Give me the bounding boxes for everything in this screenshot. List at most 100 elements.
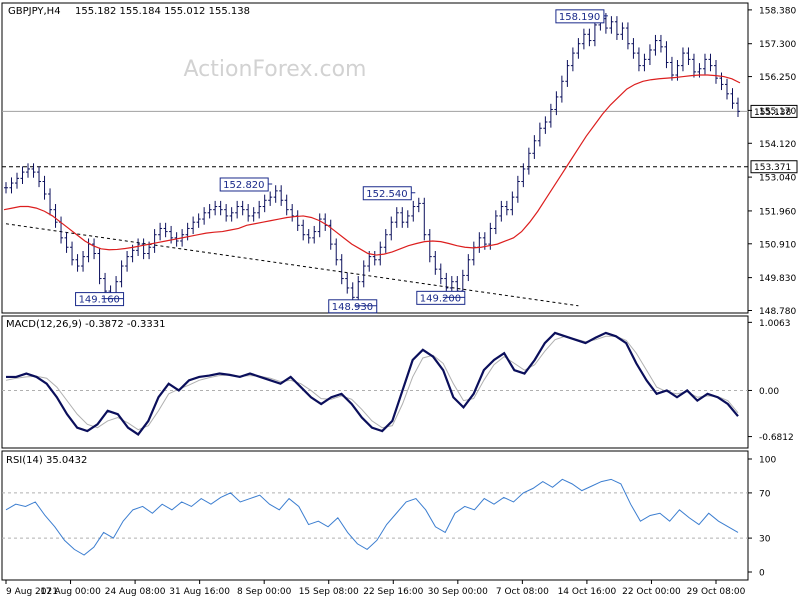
- price-bar: [433, 251, 438, 275]
- price-bar: [449, 276, 454, 294]
- price-bar: [328, 219, 333, 250]
- price-bar: [284, 194, 289, 216]
- price-ytick-label: 149.830: [759, 274, 796, 284]
- price-bar: [268, 191, 273, 206]
- price-bar: [301, 219, 306, 241]
- price-bar: [724, 78, 729, 100]
- price-bar: [224, 204, 229, 222]
- price-pane: [1, 2, 749, 314]
- x-tick-label: 15 Sep 08:00: [299, 587, 359, 597]
- last-price-text: 155.138: [754, 108, 791, 118]
- price-ytick-label: 158.380: [759, 6, 796, 16]
- price-bar: [647, 44, 652, 65]
- price-bar: [515, 175, 520, 203]
- x-tick-label: 29 Oct 08:00: [687, 587, 746, 597]
- price-bar: [636, 47, 641, 72]
- price-bar: [125, 251, 130, 272]
- price-bar: [37, 166, 42, 188]
- price-bar: [141, 238, 146, 260]
- price-bar: [20, 166, 25, 184]
- price-bar: [620, 22, 625, 40]
- price-bar: [554, 91, 559, 116]
- price-bar: [730, 88, 735, 109]
- price-bar: [466, 254, 471, 282]
- price-bar: [218, 200, 223, 216]
- svg-text:158.190: 158.190: [559, 12, 600, 23]
- price-bar: [444, 272, 449, 294]
- price-bar: [581, 28, 586, 50]
- svg-text:149.200: 149.200: [420, 293, 461, 304]
- price-bar: [383, 229, 388, 253]
- symbol-label: GBPJPY,H4: [8, 6, 61, 17]
- price-bar: [631, 38, 636, 59]
- svg-text:149.160: 149.160: [79, 295, 120, 306]
- price-ytick-label: 150.910: [759, 240, 796, 250]
- price-bar: [367, 251, 372, 272]
- price-bar: [158, 222, 163, 241]
- price-bar: [64, 232, 69, 253]
- price-annotation: 149.160: [75, 292, 125, 307]
- price-ytick-label: 156.250: [759, 73, 796, 83]
- price-bar: [438, 263, 443, 285]
- price-bar: [196, 213, 201, 228]
- price-ytick-label: 157.300: [759, 40, 796, 50]
- price-bar: [70, 241, 75, 266]
- price-bar: [246, 204, 251, 222]
- svg-text:152.540: 152.540: [366, 189, 407, 200]
- price-bar: [394, 207, 399, 228]
- price-bar: [290, 204, 295, 222]
- x-tick-label: 24 Aug 08:00: [105, 587, 166, 597]
- price-bar: [493, 210, 498, 235]
- price-bar: [565, 59, 570, 87]
- rsi-ytick-label: 0: [759, 569, 765, 579]
- price-bar: [306, 229, 311, 244]
- price-bar: [570, 47, 575, 72]
- price-bar: [592, 19, 597, 47]
- price-bar: [229, 207, 234, 222]
- price-bar: [97, 247, 102, 285]
- price-bar: [213, 200, 218, 216]
- x-tick-label: 8 Sep 00:00: [237, 587, 292, 597]
- price-annotation: 158.190: [555, 9, 608, 24]
- price-bar: [537, 122, 542, 147]
- price-bar: [235, 200, 240, 219]
- x-tick-label: 30 Sep 00:00: [428, 587, 488, 597]
- macd-ytick-label: 1.0063: [759, 319, 791, 329]
- price-annotation: 152.540: [362, 186, 416, 201]
- price-bar: [614, 16, 619, 40]
- price-bar: [416, 197, 421, 213]
- price-bar: [42, 175, 47, 200]
- last-price-tag: [750, 104, 798, 118]
- price-bar: [422, 197, 427, 241]
- price-bar: [136, 238, 141, 257]
- price-bar: [702, 53, 707, 75]
- price-bar: [576, 38, 581, 59]
- price-bar: [26, 163, 31, 178]
- price-annotation: 152.820: [219, 177, 273, 192]
- price-bar: [609, 16, 614, 34]
- price-bar: [356, 276, 361, 303]
- price-annotation: 148.930: [328, 299, 378, 314]
- price-bar: [405, 210, 410, 228]
- price-ytick-label: 153.040: [759, 174, 796, 184]
- svg-text:152.820: 152.820: [223, 180, 264, 191]
- rsi-pane: [1, 450, 749, 581]
- price-ytick-label: 148.780: [759, 307, 796, 317]
- macd-label: MACD(12,26,9) -0.3872 -0.3331: [6, 319, 166, 330]
- x-tick-label: 22 Sep 16:00: [363, 587, 423, 597]
- price-bar: [499, 200, 504, 222]
- price-ytick-label: 151.960: [759, 207, 796, 217]
- price-ytick-label: 155.170: [759, 107, 796, 117]
- rsi-label: RSI(14) 35.0432: [6, 455, 87, 466]
- price-bar: [664, 41, 669, 69]
- price-bar: [680, 47, 685, 72]
- price-bar: [312, 225, 317, 244]
- price-bar: [521, 163, 526, 188]
- price-bar: [559, 75, 564, 103]
- price-bar: [427, 229, 432, 263]
- price-bar: [736, 97, 740, 117]
- price-bar: [152, 229, 157, 253]
- price-bar: [92, 238, 97, 260]
- rsi-line: [5, 478, 739, 556]
